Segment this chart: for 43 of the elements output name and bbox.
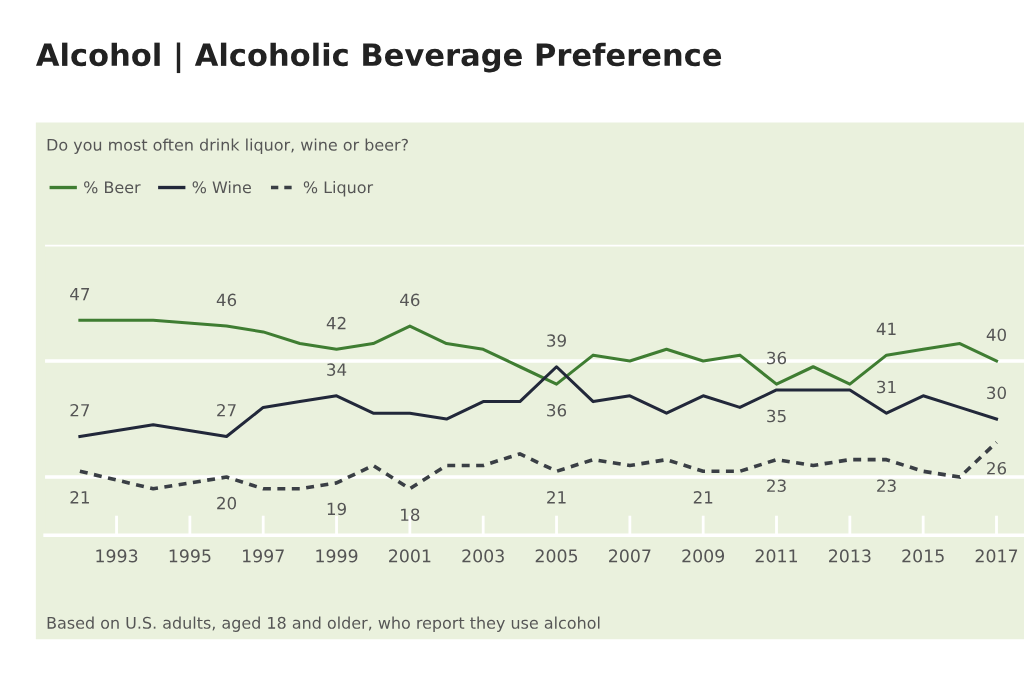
- x-tick-label: 2009: [682, 549, 725, 563]
- data-label: 47: [70, 288, 90, 301]
- legend-label: % Beer: [84, 181, 141, 194]
- x-tick-label: 2005: [535, 549, 578, 563]
- data-label: 23: [767, 479, 786, 493]
- x-tick-label: 1995: [169, 549, 211, 563]
- data-label: 20: [217, 496, 237, 510]
- x-tick-label: 2017: [975, 549, 1018, 563]
- data-label: 36: [767, 351, 787, 365]
- data-label: 41: [876, 322, 896, 335]
- data-label: 39: [547, 334, 566, 347]
- data-label: 19: [327, 502, 346, 516]
- x-tick-label: 1999: [316, 549, 358, 563]
- chart-subtitle: Do you most often drink liquor, wine or beer?: [47, 138, 408, 154]
- data-label: 27: [217, 403, 236, 417]
- data-label: 18: [401, 508, 420, 522]
- x-tick-label: 2015: [902, 549, 944, 563]
- x-tick-label: 2007: [609, 549, 651, 563]
- x-tick-label: 1993: [96, 549, 138, 563]
- x-tick-label: 2013: [829, 549, 871, 563]
- data-label: 23: [877, 479, 896, 493]
- data-label: 40: [986, 328, 1006, 342]
- data-label: 21: [547, 491, 566, 504]
- legend-label: % Wine: [192, 180, 251, 194]
- data-label: 26: [987, 461, 1007, 475]
- text: Based on U.S. adults, aged 18 and older, who report they use alcohol: [47, 616, 600, 632]
- x-tick-label: 2003: [462, 549, 504, 563]
- data-label: 42: [326, 316, 346, 330]
- x-tick-label: 2011: [755, 549, 797, 563]
- data-label: 35: [767, 409, 786, 423]
- data-label: 21: [693, 491, 713, 504]
- data-label: 46: [400, 293, 420, 307]
- data-label: 31: [877, 380, 896, 394]
- chart-title: Alcohol | Alcoholic Beverage Preference: [35, 42, 722, 74]
- data-label: 21: [70, 491, 89, 504]
- data-label: 30: [987, 386, 1006, 400]
- data-label: 34: [327, 363, 347, 376]
- x-tick-label: 1997: [243, 549, 284, 563]
- data-label: 36: [547, 403, 567, 417]
- data-label: 27: [70, 403, 90, 417]
- legend-label: % Liquor: [303, 180, 374, 197]
- data-label: 46: [216, 293, 237, 307]
- x-tick-label: 2001: [389, 549, 431, 563]
